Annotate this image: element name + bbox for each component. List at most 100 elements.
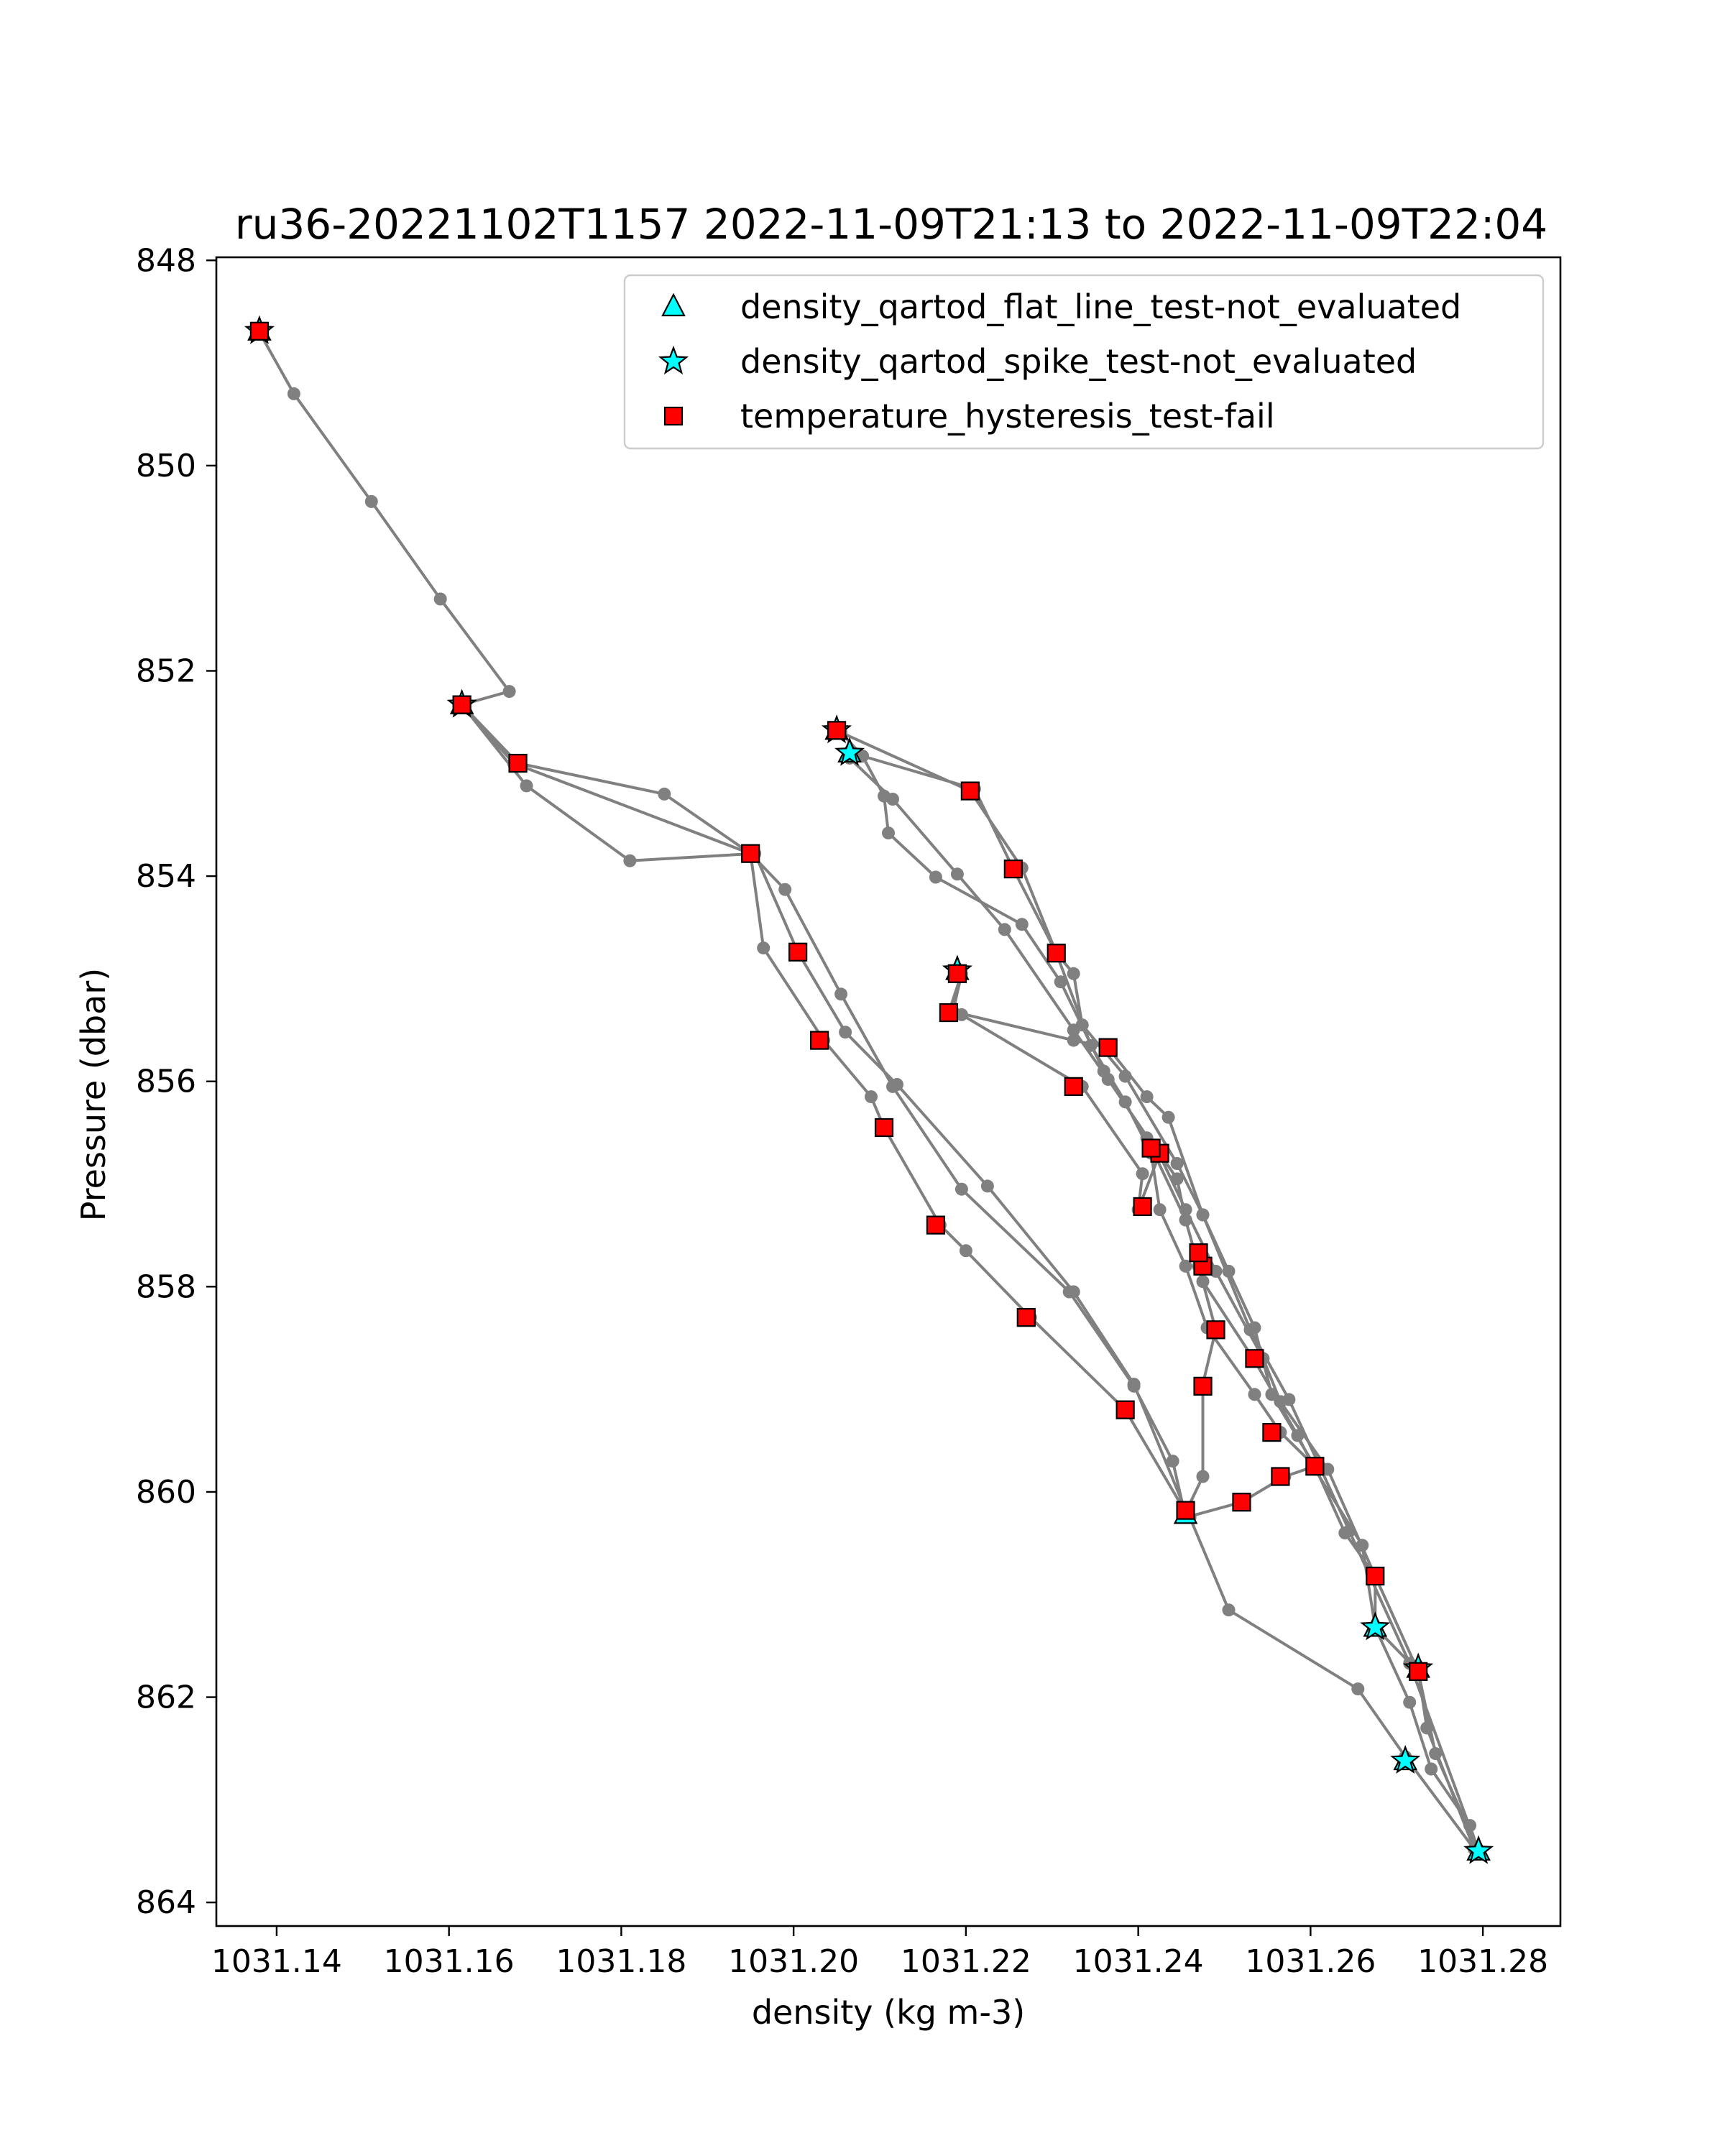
- profile-point: [959, 1244, 972, 1258]
- profile-point: [891, 1078, 903, 1091]
- profile-point: [1067, 1033, 1080, 1047]
- x-tick-label: 1031.20: [728, 1943, 859, 1980]
- profile-point: [1170, 1172, 1184, 1186]
- profile-point: [1067, 1285, 1080, 1299]
- profile-point: [1179, 1213, 1192, 1227]
- hysteresis-marker: [1046, 944, 1066, 963]
- legend-box: [623, 274, 1545, 450]
- profile-point: [1321, 1462, 1335, 1476]
- hysteresis-marker: [1305, 1457, 1325, 1476]
- profile-point: [1291, 1429, 1305, 1442]
- profile-point: [1118, 1069, 1132, 1083]
- x-tick-label: 1031.22: [901, 1943, 1031, 1980]
- legend-star-icon: [658, 345, 689, 374]
- hysteresis-marker: [508, 753, 528, 773]
- profile-point: [1196, 1208, 1210, 1222]
- spike-marker: [834, 737, 865, 766]
- hysteresis-marker: [960, 781, 980, 801]
- hysteresis-marker: [1206, 1320, 1225, 1340]
- profile-point: [1162, 1110, 1175, 1124]
- x-tick-label: 1031.26: [1245, 1943, 1376, 1980]
- hysteresis-marker: [741, 844, 760, 863]
- spike-marker: [1390, 1744, 1421, 1774]
- profile-point: [1179, 1259, 1192, 1273]
- profile-point: [1136, 1167, 1149, 1181]
- profile-point: [929, 870, 942, 884]
- chart-title: ru36-20221102T1157 2022-11-09T21:13 to 2…: [235, 200, 1547, 249]
- profile-point: [834, 987, 848, 1001]
- y-tick-label: 852: [136, 653, 196, 690]
- profile-point: [1209, 1264, 1223, 1278]
- hysteresis-marker: [1141, 1138, 1161, 1158]
- profile-point: [1140, 1090, 1154, 1104]
- hysteresis-marker: [1193, 1376, 1213, 1396]
- profile-point: [1420, 1721, 1434, 1735]
- profile-point: [1356, 1539, 1369, 1552]
- legend-triangle-icon: [661, 292, 686, 317]
- hysteresis-marker: [1003, 860, 1023, 879]
- hysteresis-marker: [1262, 1423, 1282, 1442]
- profile-point: [1429, 1747, 1443, 1761]
- spike-marker: [1463, 1835, 1494, 1864]
- hysteresis-marker: [1064, 1077, 1083, 1096]
- profile-point: [878, 789, 891, 803]
- profile-point: [882, 826, 895, 840]
- profile-point: [865, 1090, 878, 1104]
- profile-point: [502, 685, 516, 699]
- hysteresis-marker: [1271, 1467, 1290, 1486]
- profile-point: [1265, 1388, 1279, 1401]
- legend-label: density_qartod_spike_test-not_evaluated: [740, 342, 1417, 381]
- profile-point: [1351, 1682, 1365, 1696]
- profile-point: [1054, 975, 1067, 989]
- legend-label: density_qartod_flat_line_test-not_evalua…: [740, 287, 1461, 326]
- x-axis-label: density (kg m-3): [752, 1993, 1025, 2032]
- profile-point: [1015, 918, 1029, 931]
- x-tick-label: 1031.16: [384, 1943, 515, 1980]
- legend-label: temperature_hysteresis_test-fail: [740, 397, 1275, 436]
- y-tick-label: 858: [136, 1268, 196, 1305]
- profile-point: [1196, 1275, 1210, 1289]
- hysteresis-marker: [1245, 1349, 1264, 1368]
- hysteresis-marker: [788, 942, 808, 962]
- y-tick-label: 856: [136, 1064, 196, 1100]
- hysteresis-marker: [1232, 1493, 1251, 1512]
- y-axis: 848 850 852 854 856 858 860 862 864: [136, 242, 216, 1921]
- hysteresis-marker: [1133, 1197, 1152, 1217]
- profile-point: [433, 592, 447, 606]
- profile-point: [980, 1179, 994, 1193]
- hysteresis-marker: [1189, 1243, 1208, 1263]
- hysteresis-marker: [874, 1118, 894, 1138]
- hysteresis-marker: [939, 1003, 959, 1023]
- profile-point: [998, 923, 1011, 936]
- axes-frame: [215, 256, 1562, 1927]
- profile-point: [1127, 1378, 1141, 1391]
- y-axis-label: Pressure (dbar): [74, 968, 113, 1221]
- profile-point: [1153, 1203, 1167, 1217]
- profile-point: [1118, 1095, 1132, 1109]
- hysteresis-marker: [947, 964, 967, 983]
- y-tick-label: 860: [136, 1474, 196, 1511]
- profile-point: [1222, 1603, 1236, 1617]
- profile-point: [778, 883, 792, 896]
- profile-point: [520, 779, 533, 793]
- plot-area: [244, 315, 1494, 1864]
- hysteresis-marker: [1409, 1662, 1428, 1681]
- profile-point: [839, 1026, 852, 1039]
- hysteresis-marker: [1098, 1038, 1118, 1057]
- profile-point: [757, 941, 770, 955]
- hysteresis-marker: [926, 1215, 946, 1235]
- profile-point: [1196, 1470, 1210, 1483]
- profile-point: [954, 1182, 968, 1196]
- profile-point: [623, 854, 637, 867]
- hysteresis-marker: [1116, 1400, 1135, 1419]
- profile-point: [1179, 1203, 1192, 1217]
- x-tick-label: 1031.28: [1417, 1943, 1548, 1980]
- profile-point: [950, 867, 964, 881]
- x-tick-label: 1031.14: [211, 1943, 342, 1980]
- profile-point: [1084, 1038, 1098, 1052]
- spike-marker: [1360, 1611, 1391, 1641]
- hysteresis-marker: [1016, 1308, 1036, 1327]
- y-tick-label: 848: [136, 242, 196, 279]
- profile-point: [1222, 1264, 1236, 1278]
